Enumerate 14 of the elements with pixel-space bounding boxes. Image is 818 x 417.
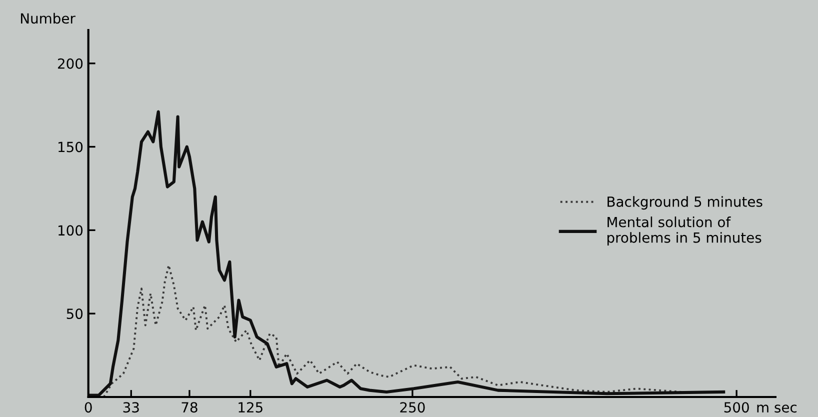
legend-label: Background 5 minutes bbox=[608, 196, 762, 210]
y-tick-label: 100 bbox=[58, 225, 83, 236]
x-tick-label: 250 bbox=[400, 402, 425, 413]
x-tick-label: 500 bbox=[724, 402, 749, 413]
legend-label: Mental solution of problems in 5 minutes bbox=[607, 216, 762, 246]
x-tick-label: 0 bbox=[84, 402, 92, 413]
y-tick-label: 50 bbox=[66, 308, 83, 320]
y-axis-title: Number bbox=[20, 12, 76, 24]
y-tick-label: 150 bbox=[58, 142, 83, 152]
x-axis-title: m sec bbox=[757, 404, 797, 413]
x-tick-label: 78 bbox=[182, 402, 198, 413]
x-tick-label: 125 bbox=[238, 402, 262, 413]
x-tick-label: 33 bbox=[123, 402, 139, 413]
y-tick-label: 200 bbox=[58, 58, 83, 69]
